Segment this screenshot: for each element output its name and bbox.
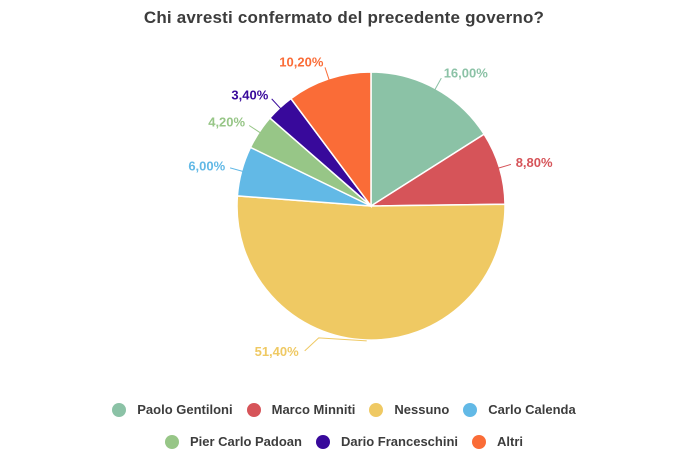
slice-label-connector-nessuno <box>304 337 367 352</box>
legend-color-dot-paolo-gentiloni <box>112 402 127 417</box>
legend-item-dario-franceschini: Dario Franceschini <box>315 434 459 449</box>
slice-label-connector-paolo-gentiloni <box>434 77 442 91</box>
slice-percent-label-nessuno: 51,40% <box>255 344 300 359</box>
legend-label-nessuno: Nessuno <box>394 402 450 417</box>
slice-percent-label-marco-minniti: 8,80% <box>516 155 553 170</box>
chart-legend: Paolo Gentiloni Marco Minniti Nessuno Carlo… <box>0 402 688 449</box>
pie-slice-nessuno[interactable] <box>236 195 506 341</box>
legend-color-dot-carlo-calenda <box>463 402 478 417</box>
legend-row: Paolo Gentiloni Marco Minniti Nessuno Carlo… <box>112 402 576 417</box>
slice-percent-label-carlo-calenda: 6,00% <box>188 159 225 174</box>
slice-percent-label-altri: 10,20% <box>279 55 324 70</box>
legend-label-paolo-gentiloni: Paolo Gentiloni <box>137 402 233 417</box>
legend-label-altri: Altri <box>497 434 524 449</box>
slice-label-connector-pier-carlo-padoan <box>248 125 262 134</box>
legend-item-marco-minniti: Marco Minniti <box>246 402 356 417</box>
chart-title: Chi avresti confermato del precedente go… <box>143 8 545 27</box>
legend-color-dot-altri <box>472 434 487 449</box>
slice-label-connector-dario-franceschini <box>271 98 282 110</box>
legend-color-dot-nessuno <box>369 402 384 417</box>
slice-percent-label-pier-carlo-padoan: 4,20% <box>208 115 245 130</box>
legend-color-dot-dario-franceschini <box>315 434 330 449</box>
slice-label-connector-carlo-calenda <box>229 167 244 173</box>
slice-percent-label-dario-franceschini: 3,40% <box>231 87 268 102</box>
legend-item-pier-carlo-padoan: Pier Carlo Padoan <box>164 434 302 449</box>
legend-item-nessuno: Nessuno <box>369 402 449 417</box>
legend-label-dario-franceschini: Dario Franceschini <box>340 434 459 449</box>
slice-label-connector-marco-minniti <box>497 163 512 169</box>
legend-color-dot-pier-carlo-padoan <box>164 434 179 449</box>
slice-label-connector-altri <box>324 67 330 81</box>
legend-label-marco-minniti: Marco Minniti <box>271 402 356 417</box>
legend-item-altri: Altri <box>472 434 523 449</box>
legend-color-dot-marco-minniti <box>246 402 261 417</box>
legend-label-carlo-calenda: Carlo Calenda <box>488 402 576 417</box>
legend-item-paolo-gentiloni: Paolo Gentiloni <box>112 402 233 417</box>
slice-percent-label-paolo-gentiloni: 16,00% <box>444 66 489 81</box>
pie-chart: 16,00% 8,80% 51,40% 6,00% 4,20% 3,40% 10,20% <box>188 55 553 359</box>
legend-label-pier-carlo-padoan: Pier Carlo Padoan <box>189 434 302 449</box>
legend-item-carlo-calenda: Carlo Calenda <box>463 402 576 417</box>
legend-row: Pier Carlo Padoan Dario Franceschini Altri <box>164 434 523 449</box>
